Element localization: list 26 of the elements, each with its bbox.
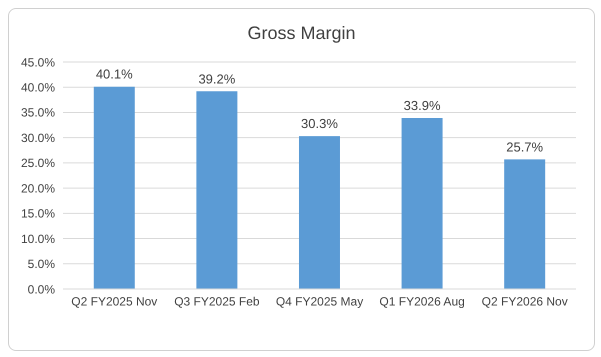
data-label: 33.9% — [404, 98, 441, 113]
data-label: 39.2% — [198, 71, 236, 86]
x-tick-label: Q3 FY2025 Feb — [174, 294, 260, 309]
y-tick-label: 15.0% — [20, 206, 56, 221]
y-tick-label: 40.0% — [20, 80, 56, 94]
y-tick-label: 30.0% — [20, 130, 56, 145]
bar — [402, 118, 443, 289]
x-tick-label: Q4 FY2025 May — [276, 294, 364, 309]
x-tick-label: Q2 FY2026 Nov — [482, 294, 568, 309]
y-tick-label: 25.0% — [20, 156, 56, 170]
y-tick-label: 10.0% — [20, 232, 56, 246]
y-tick-label: 35.0% — [20, 106, 56, 120]
y-tick-label: 20.0% — [20, 181, 56, 196]
x-tick-label: Q2 FY2025 Nov — [71, 294, 158, 309]
y-tick-label: 5.0% — [28, 257, 56, 272]
bar — [298, 136, 340, 289]
data-label: 40.1% — [96, 66, 134, 82]
x-tick-label: Q1 FY2026 Aug — [379, 294, 465, 309]
y-tick-label: 0.0% — [28, 282, 56, 296]
bar — [196, 91, 238, 289]
chart-title: Gross Margin — [246, 23, 357, 44]
bar — [94, 86, 135, 289]
data-label: 30.3% — [301, 116, 338, 132]
bar — [504, 159, 546, 289]
y-tick-label: 45.0% — [20, 55, 56, 70]
data-label: 25.7% — [506, 139, 544, 154]
